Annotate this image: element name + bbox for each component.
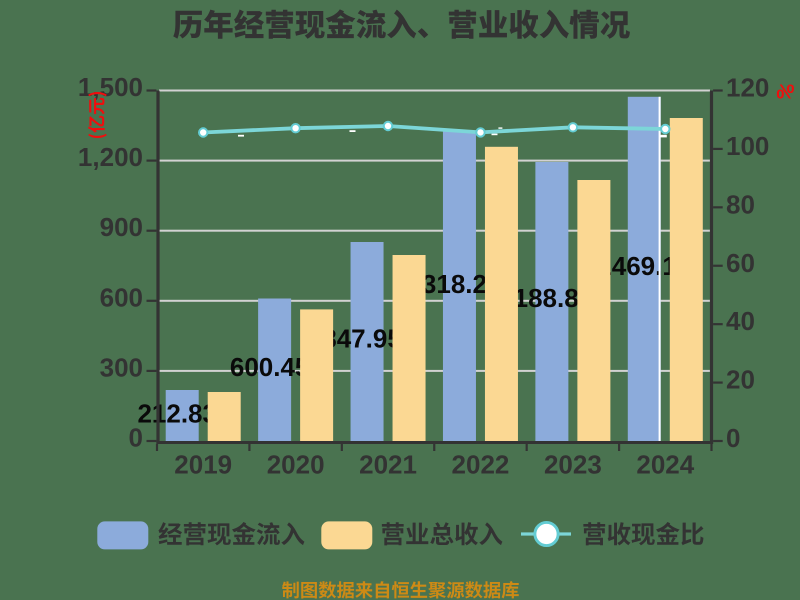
svg-text:40: 40 — [726, 306, 755, 336]
svg-text:1,200: 1,200 — [78, 142, 143, 172]
svg-text:%: % — [776, 81, 794, 104]
svg-text:212.83: 212.83 — [137, 399, 217, 429]
svg-text:2024: 2024 — [636, 449, 694, 479]
svg-text:2023: 2023 — [544, 449, 602, 479]
svg-text:600.45: 600.45 — [230, 352, 310, 382]
svg-text:2019: 2019 — [174, 449, 232, 479]
svg-text:0: 0 — [129, 423, 143, 453]
svg-text:20: 20 — [726, 365, 755, 395]
svg-text:900: 900 — [100, 212, 143, 242]
svg-text:2021: 2021 — [359, 449, 417, 479]
svg-text:847.95: 847.95 — [322, 323, 402, 353]
svg-text:120: 120 — [726, 73, 769, 103]
svg-text:300: 300 — [100, 352, 143, 382]
svg-text:2020: 2020 — [267, 449, 325, 479]
svg-text:60: 60 — [726, 248, 755, 278]
svg-text:2022: 2022 — [452, 449, 510, 479]
svg-text:0: 0 — [726, 423, 740, 453]
svg-text:600: 600 — [100, 282, 143, 312]
svg-text:80: 80 — [726, 189, 755, 219]
svg-text:1,500: 1,500 — [78, 72, 143, 102]
svg-text:100: 100 — [726, 131, 769, 161]
